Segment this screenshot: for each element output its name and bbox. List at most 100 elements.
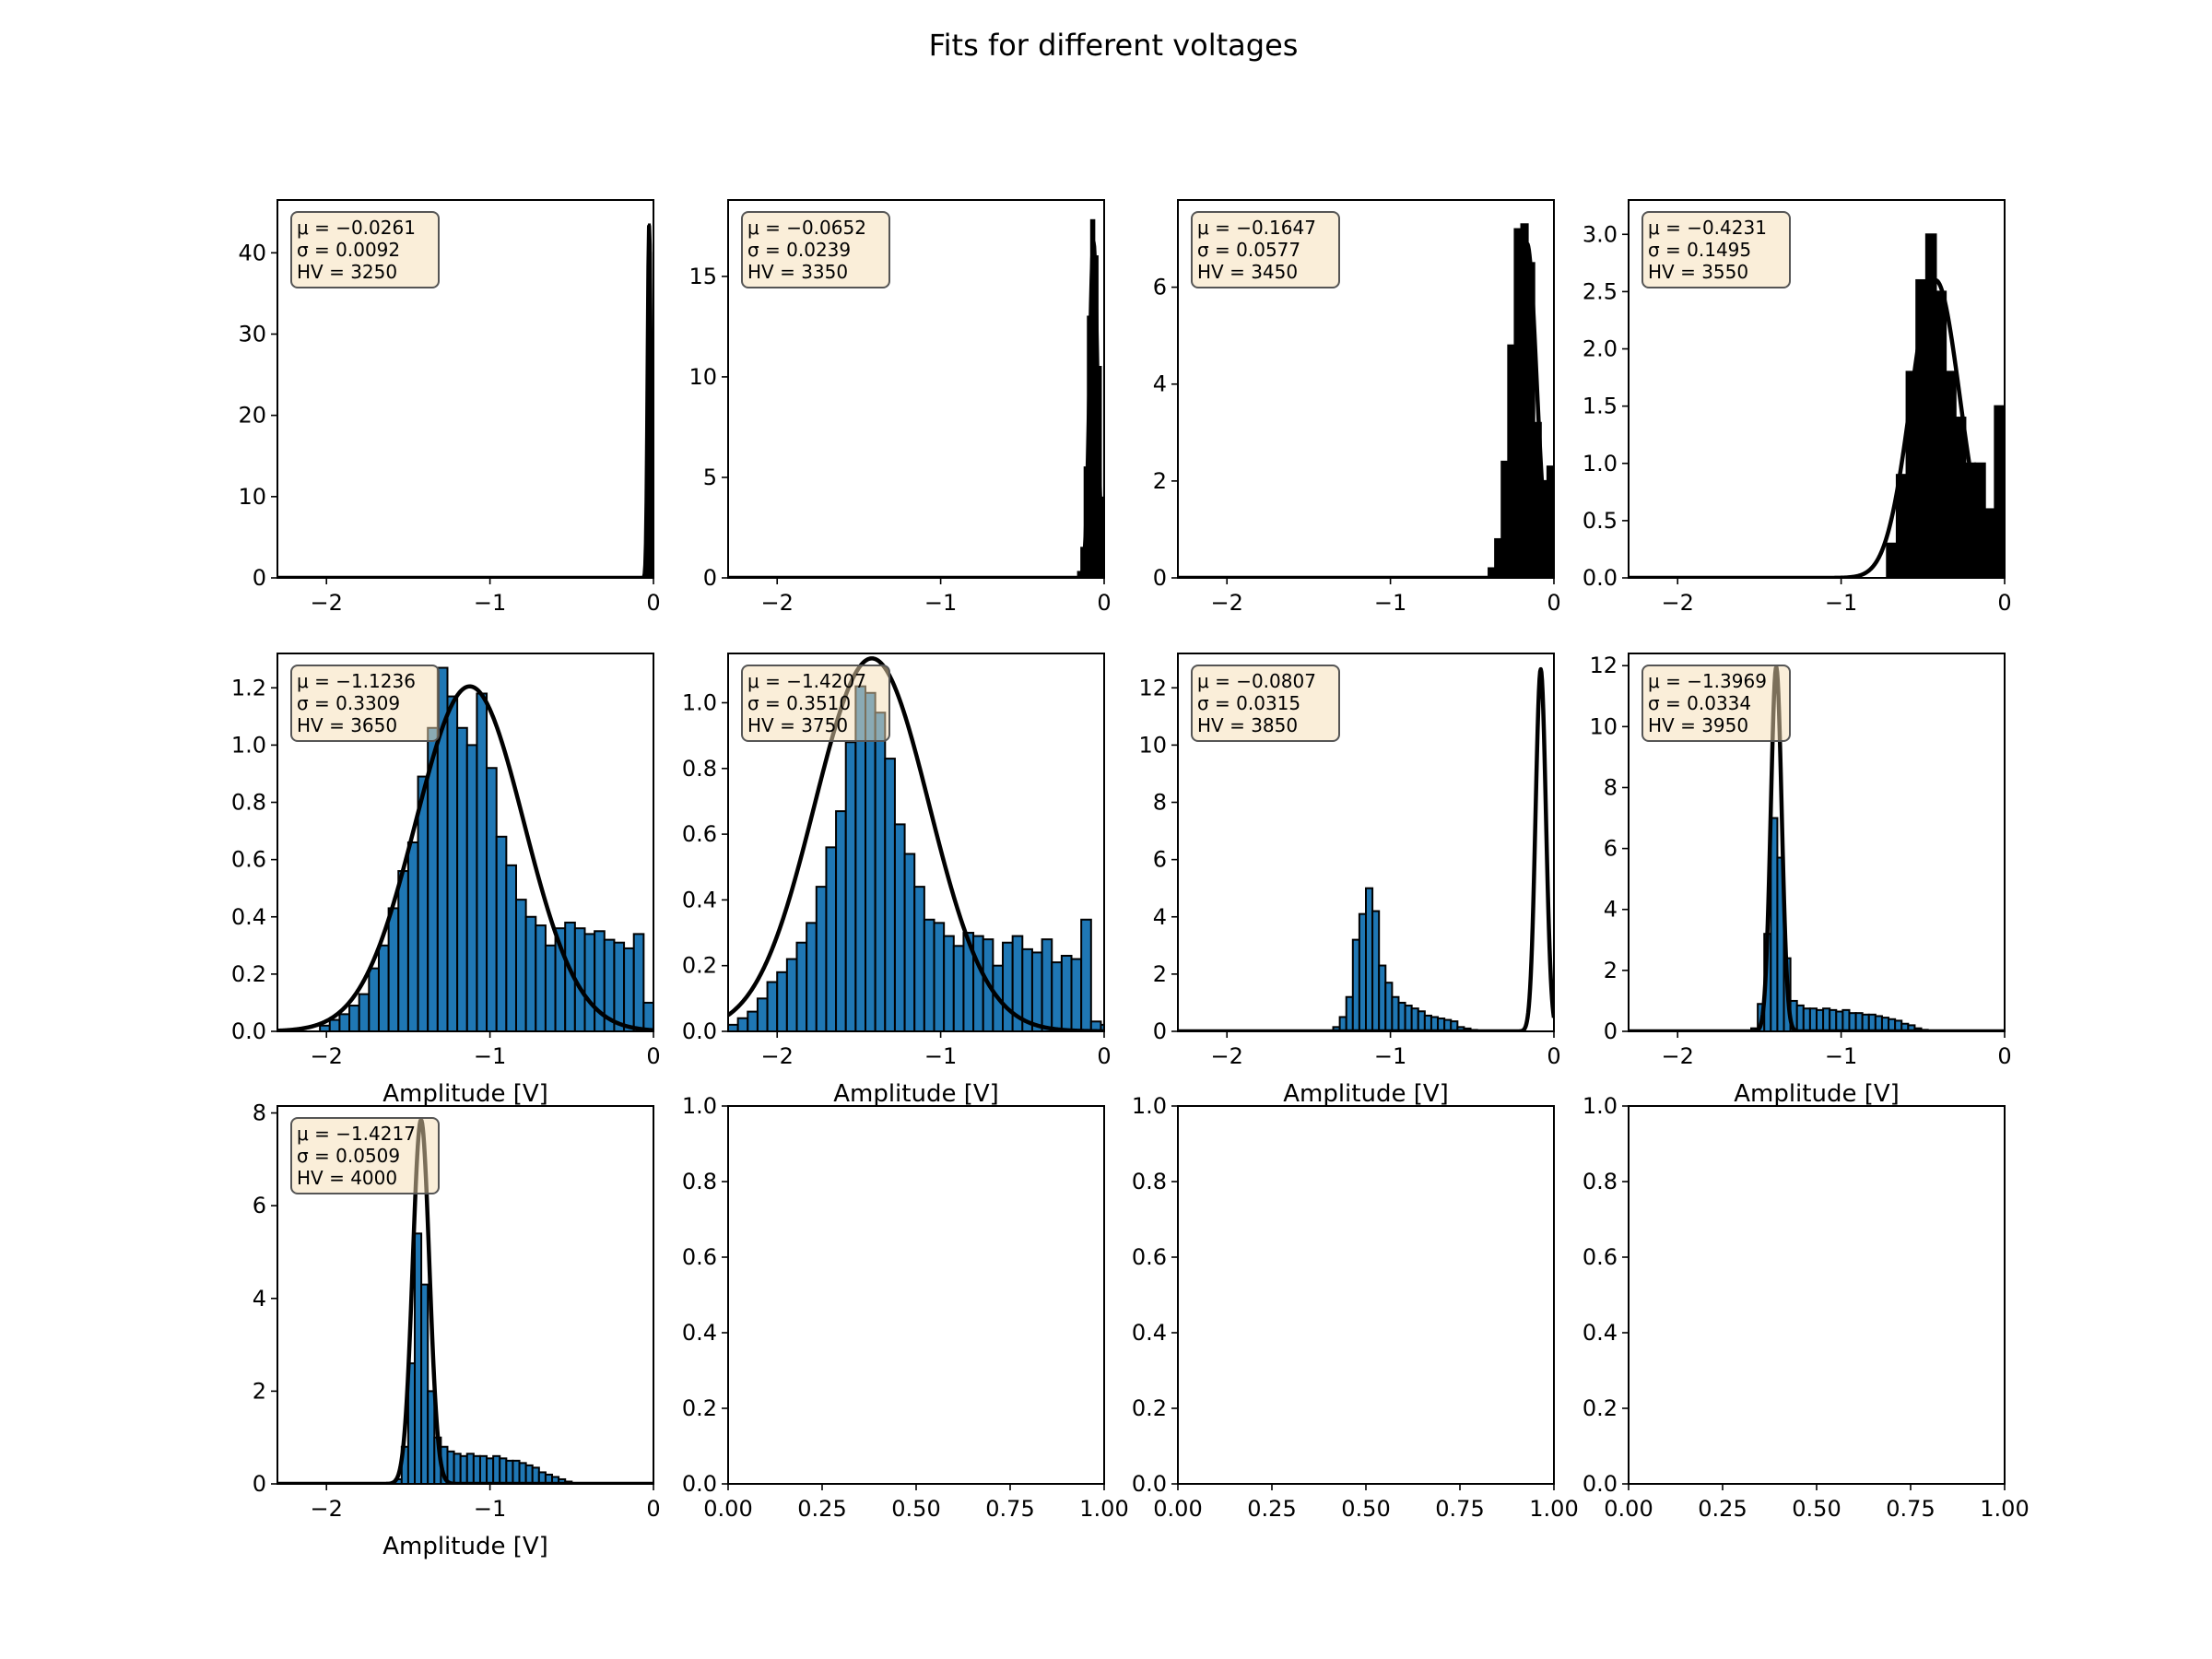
histogram-bar bbox=[465, 1453, 475, 1484]
fit-parameter-text: μ = −1.4217 bbox=[297, 1123, 416, 1145]
y-tick-label: 0.6 bbox=[1583, 1244, 1618, 1270]
histogram-bar bbox=[358, 993, 371, 1031]
axes-frame bbox=[276, 1105, 654, 1485]
histogram-bar bbox=[338, 1013, 351, 1031]
histogram-bar bbox=[747, 1010, 759, 1031]
y-tick-label: 0.8 bbox=[682, 756, 717, 782]
fit-parameter-box bbox=[1191, 665, 1340, 742]
histogram-bar bbox=[776, 971, 788, 1031]
histogram-bar bbox=[1835, 1010, 1844, 1031]
fit-parameter-text: HV = 4000 bbox=[297, 1167, 397, 1189]
x-tick-label: 0.50 bbox=[1792, 1496, 1841, 1522]
fit-parameter-text: HV = 3450 bbox=[1197, 261, 1298, 283]
histogram-bar bbox=[348, 1005, 360, 1031]
x-tick-label: −1 bbox=[1825, 1043, 1857, 1069]
histogram-bar bbox=[1886, 542, 1898, 578]
histogram-bar bbox=[544, 944, 557, 1031]
axes-frame bbox=[1628, 653, 2006, 1032]
histogram-bar bbox=[486, 767, 498, 1031]
x-tick-label: −2 bbox=[761, 590, 794, 616]
histogram-bar bbox=[524, 915, 537, 1031]
histogram-bar bbox=[1002, 941, 1014, 1031]
histogram-bar bbox=[514, 899, 527, 1031]
fit-parameter-box bbox=[1641, 665, 1791, 742]
y-tick-label: 4 bbox=[1153, 904, 1167, 930]
axes-frame bbox=[276, 653, 654, 1032]
x-tick-label: 0 bbox=[646, 590, 660, 616]
y-tick-label: 30 bbox=[238, 321, 266, 347]
x-tick-label: −2 bbox=[1211, 590, 1243, 616]
y-tick-label: 0.6 bbox=[682, 821, 717, 847]
histogram-bar bbox=[623, 947, 635, 1031]
histogram-bar bbox=[874, 712, 887, 1031]
fit-parameter-text: HV = 3950 bbox=[1648, 714, 1748, 736]
gaussian-fit-curve bbox=[728, 656, 1104, 1031]
x-tick-label: −2 bbox=[311, 1496, 343, 1522]
subplot-8: −2 −1 0 0 2 4 6 8 10 12 Amplitude [V] μ = −1.3969σ … bbox=[1589, 653, 2012, 1108]
histogram-bar bbox=[865, 691, 877, 1031]
y-tick-label: 0.2 bbox=[1132, 1395, 1167, 1421]
x-tick-label: −2 bbox=[1662, 590, 1694, 616]
x-tick-label: −1 bbox=[474, 590, 506, 616]
y-tick-label: 0.2 bbox=[1583, 1395, 1618, 1421]
histogram-bar bbox=[913, 886, 925, 1031]
histogram-bar bbox=[583, 933, 596, 1031]
histogram-bar bbox=[903, 853, 916, 1031]
y-tick-label: 0.4 bbox=[231, 904, 266, 930]
y-tick-label: 0.2 bbox=[231, 961, 266, 987]
fit-parameter-text: HV = 3750 bbox=[747, 714, 848, 736]
fit-parameter-text: σ = 0.0239 bbox=[747, 239, 851, 261]
histogram-bar bbox=[377, 944, 390, 1031]
histogram-bar bbox=[884, 758, 896, 1031]
x-tick-label: 0 bbox=[1547, 1043, 1560, 1069]
axes-frame bbox=[727, 199, 1105, 579]
histogram-bar bbox=[414, 1232, 423, 1484]
histogram-bar bbox=[459, 1454, 468, 1484]
plot-area bbox=[1629, 665, 2005, 1031]
histogram-bar bbox=[387, 907, 400, 1031]
x-tick-label: 0 bbox=[1097, 590, 1111, 616]
fit-parameter-text: σ = 0.0509 bbox=[297, 1145, 400, 1167]
histogram-bar bbox=[1060, 955, 1073, 1031]
histogram-bar bbox=[1802, 1007, 1811, 1031]
fit-parameter-text: μ = −0.1647 bbox=[1197, 217, 1316, 239]
histogram-bar bbox=[446, 1450, 455, 1484]
y-tick-label: 10 bbox=[1589, 713, 1618, 739]
x-tick-label: −2 bbox=[311, 590, 343, 616]
histogram-bar bbox=[406, 841, 419, 1031]
x-tick-label: −1 bbox=[1825, 590, 1857, 616]
subplot-7: −2 −1 0 0 2 4 6 8 10 12 Amplitude [V] μ = −0.0807σ … bbox=[1138, 653, 1561, 1108]
x-tick-label: 0 bbox=[646, 1496, 660, 1522]
histogram-bar bbox=[844, 741, 857, 1031]
gaussian-fit-curve bbox=[277, 684, 653, 1031]
y-tick-label: 4 bbox=[1153, 371, 1167, 397]
fit-parameter-text: HV = 3650 bbox=[297, 714, 397, 736]
histogram-bar bbox=[785, 958, 798, 1031]
histogram-bar bbox=[1867, 1013, 1877, 1031]
y-tick-label: 0.4 bbox=[1583, 1320, 1618, 1346]
y-tick-label: 40 bbox=[238, 240, 266, 265]
histogram-bar bbox=[505, 1459, 514, 1484]
histogram-bar bbox=[427, 1390, 436, 1484]
y-tick-label: 1.0 bbox=[682, 689, 717, 715]
x-tick-label: 0.50 bbox=[1341, 1496, 1390, 1522]
y-tick-label: 0.4 bbox=[682, 887, 717, 912]
fit-parameter-text: μ = −0.0652 bbox=[747, 217, 866, 239]
y-tick-label: 1.0 bbox=[682, 1093, 717, 1119]
histogram-bar bbox=[1423, 1014, 1432, 1031]
histogram-bar bbox=[943, 935, 955, 1031]
histogram-bar bbox=[524, 1464, 534, 1484]
y-tick-label: 0.2 bbox=[682, 1395, 717, 1421]
y-tick-label: 8 bbox=[1153, 790, 1167, 816]
y-tick-label: 1.0 bbox=[231, 732, 266, 758]
y-tick-label: 1.0 bbox=[1583, 451, 1618, 477]
x-tick-label: −1 bbox=[1374, 1043, 1406, 1069]
histogram-bar bbox=[1404, 1005, 1413, 1031]
histogram-bar bbox=[1391, 995, 1400, 1031]
fit-parameter-text: μ = −0.0261 bbox=[297, 217, 416, 239]
x-tick-label: 0.25 bbox=[1247, 1496, 1296, 1522]
histogram-bar bbox=[632, 933, 645, 1031]
histogram-bar bbox=[1030, 951, 1043, 1031]
